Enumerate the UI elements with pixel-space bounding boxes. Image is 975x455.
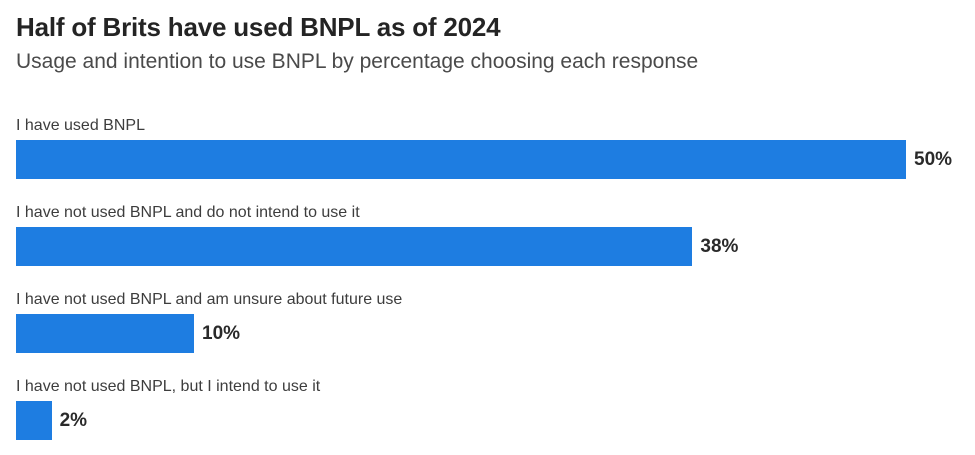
bar-category-label: I have not used BNPL and do not intend t… bbox=[16, 204, 360, 221]
chart-subtitle: Usage and intention to use BNPL by perce… bbox=[16, 50, 699, 73]
bar-row: I have used BNPL 50% bbox=[16, 116, 959, 179]
bar-value-label: 2% bbox=[59, 409, 88, 431]
bar-track: 50% bbox=[16, 140, 959, 179]
bar-category-label: I have not used BNPL, but I intend to us… bbox=[16, 378, 321, 395]
chart-title: Half of Brits have used BNPL as of 2024 bbox=[16, 12, 501, 42]
bar-row: I have not used BNPL and am unsure about… bbox=[16, 290, 959, 353]
bar bbox=[16, 140, 906, 179]
bar-row: I have not used BNPL, but I intend to us… bbox=[16, 377, 959, 440]
bar-value-label: 10% bbox=[202, 322, 241, 344]
bar bbox=[16, 227, 693, 266]
bar-value-label: 50% bbox=[914, 148, 953, 170]
bar bbox=[16, 314, 194, 353]
bar-chart-plot-area: I have used BNPL 50% I have not used BNPL … bbox=[16, 116, 959, 440]
bar-value-label: 38% bbox=[700, 235, 739, 257]
bar-track: 2% bbox=[16, 401, 959, 440]
bar-row: I have not used BNPL and do not intend t… bbox=[16, 203, 959, 266]
bar bbox=[16, 401, 52, 440]
bar-track: 10% bbox=[16, 314, 959, 353]
bar-category-label: I have used BNPL bbox=[16, 117, 145, 134]
bar-category-label: I have not used BNPL and am unsure about… bbox=[16, 291, 403, 308]
bar-track: 38% bbox=[16, 227, 959, 266]
